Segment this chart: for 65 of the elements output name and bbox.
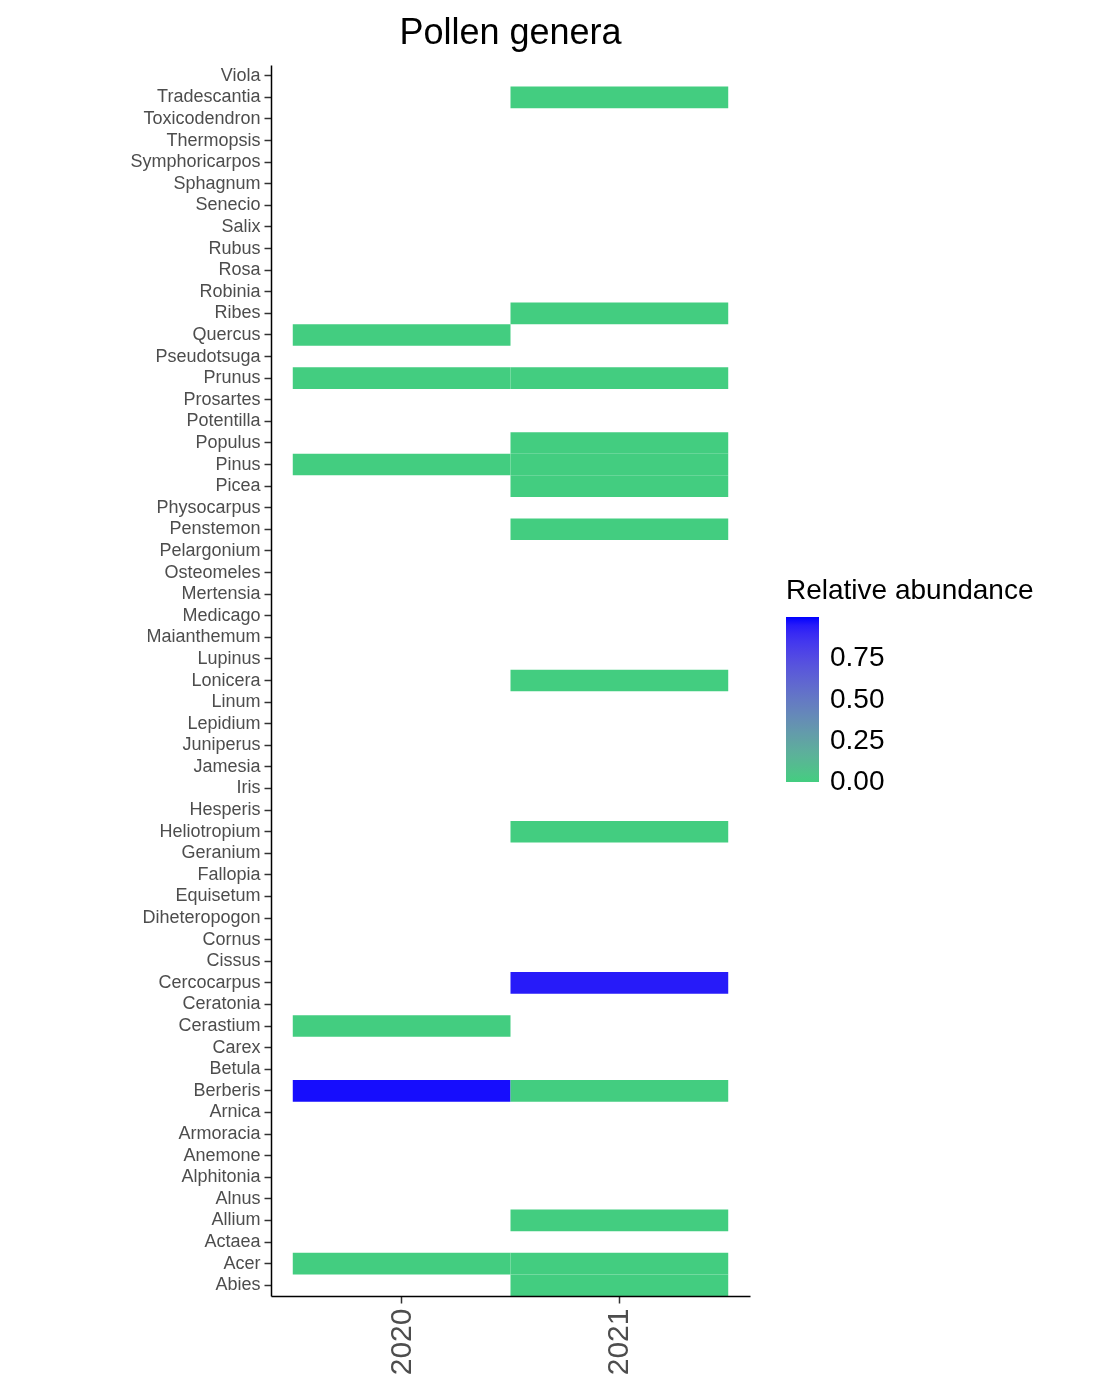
y-tick-label: Geranium — [181, 842, 261, 863]
y-tick-label: Fallopia — [197, 863, 262, 884]
y-tick-label: Acer — [223, 1252, 261, 1273]
color-bar-title: Relative abundance — [786, 574, 1034, 605]
y-tick-label: Juniperus — [182, 734, 261, 755]
y-tick-label: Potentilla — [186, 410, 262, 431]
y-tick-label: Lepidium — [187, 712, 261, 733]
color-bar-label: 0.75 — [830, 641, 885, 673]
chart-title: Pollen genera — [399, 11, 623, 52]
y-tick-label: Rubus — [208, 237, 261, 258]
color-bar-label: 0.50 — [830, 682, 885, 714]
y-tick-label: Cerastium — [178, 1015, 261, 1036]
x-tick-label: 2021 — [601, 1308, 635, 1376]
y-tick-label: Robinia — [199, 280, 262, 301]
y-tick-label: Pelargonium — [159, 539, 261, 560]
y-tick-label: Salix — [221, 215, 261, 236]
y-tick-label: Penstemon — [169, 518, 261, 539]
y-tick-label: Maianthemum — [146, 626, 261, 647]
y-tick-label: Populus — [195, 431, 261, 452]
y-tick-label: Allium — [211, 1209, 261, 1230]
y-tick-label: Heliotropium — [159, 820, 261, 841]
y-tick-label: Medicago — [182, 604, 261, 625]
y-tick-label: Quercus — [192, 323, 261, 344]
x-tick-label: 2020 — [383, 1308, 417, 1376]
color-bar-label: 0.25 — [830, 723, 885, 755]
y-tick-label: Carex — [212, 1036, 261, 1057]
y-tick-label: Pinus — [215, 453, 261, 474]
y-tick-label: Tradescantia — [157, 86, 262, 107]
y-tick-label: Symphoricarpos — [130, 151, 261, 172]
y-tick-label: Cornus — [202, 928, 261, 949]
y-tick-label: Armoracia — [178, 1123, 262, 1144]
y-tick-label: Betula — [209, 1058, 262, 1079]
y-tick-label: Toxicodendron — [143, 107, 261, 128]
y-tick-label: Prunus — [203, 367, 261, 388]
y-tick-label: Rosa — [218, 259, 262, 280]
y-tick-label: Lupinus — [197, 647, 261, 668]
y-tick-label: Alnus — [215, 1187, 261, 1208]
y-tick-label: Viola — [220, 64, 262, 85]
y-tick-label: Cissus — [206, 950, 261, 971]
y-tick-label: Ribes — [214, 302, 261, 323]
y-tick-label: Linum — [211, 691, 261, 712]
y-tick-label: Prosartes — [183, 388, 261, 409]
y-tick-label: Mertensia — [181, 583, 262, 604]
y-tick-label: Actaea — [204, 1231, 262, 1252]
y-tick-label: Cercocarpus — [158, 971, 261, 992]
y-tick-label: Alphitonia — [181, 1166, 262, 1187]
y-tick-label: Picea — [215, 475, 262, 496]
y-tick-label: Abies — [215, 1274, 261, 1295]
y-tick-label: Physocarpus — [156, 496, 261, 517]
y-tick-label: Jamesia — [193, 755, 262, 776]
y-tick-label: Hesperis — [189, 799, 261, 820]
y-tick-label: Diheteropogon — [142, 907, 261, 928]
y-tick-label: Equisetum — [175, 885, 261, 906]
color-bar-label: 0.00 — [830, 765, 885, 796]
y-tick-label: Ceratonia — [182, 993, 262, 1014]
y-tick-label: Sphagnum — [173, 172, 261, 193]
y-tick-label: Arnica — [209, 1101, 262, 1122]
y-tick-label: Anemone — [183, 1144, 261, 1165]
y-tick-label: Thermopsis — [166, 129, 261, 150]
y-tick-label: Pseudotsuga — [155, 345, 262, 366]
y-tick-label: Berberis — [193, 1079, 261, 1100]
y-tick-label: Lonicera — [191, 669, 262, 690]
y-tick-label: Senecio — [195, 194, 261, 215]
y-tick-label: Iris — [236, 777, 261, 798]
y-tick-label: Osteomeles — [164, 561, 261, 582]
